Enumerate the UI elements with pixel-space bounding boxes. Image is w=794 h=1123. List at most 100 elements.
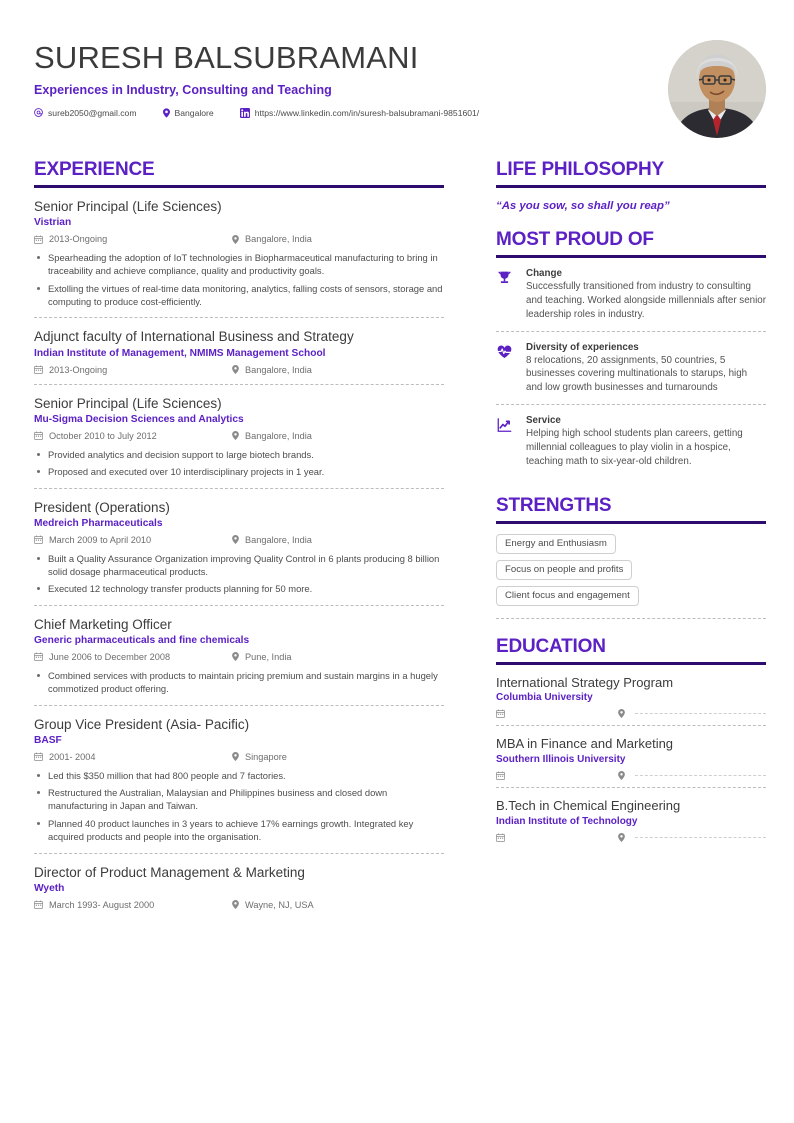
location-pin-icon	[232, 535, 239, 545]
experience-location-text: Bangalore, India	[245, 364, 312, 375]
strengths-list: Energy and Enthusiasm Focus on people an…	[496, 524, 766, 619]
experience-org: Medreich Pharmaceuticals	[34, 517, 163, 529]
location-pin-icon	[232, 365, 239, 375]
education-date	[496, 709, 618, 719]
calendar-icon	[496, 771, 505, 780]
contact-linkedin[interactable]: https://www.linkedin.com/in/suresh-balsu…	[239, 107, 479, 118]
calendar-icon	[34, 900, 43, 910]
education-meta	[496, 709, 766, 719]
proud-text: 8 relocations, 20 assignments, 50 countr…	[526, 354, 748, 394]
experience-location: Bangalore, India	[232, 431, 312, 441]
experience-location: Bangalore, India	[232, 535, 312, 545]
life-philosophy-quote: “As you sow, so shall you reap”	[496, 199, 670, 212]
experience-entry: Director of Product Management & Marketi…	[34, 852, 444, 919]
linkedin-icon	[239, 107, 250, 118]
strength-chip: Client focus and engagement	[496, 585, 639, 606]
location-pin-icon	[232, 900, 239, 910]
experience-meta: 2001- 2004 Singapore	[34, 752, 444, 762]
location-pin-icon	[618, 770, 625, 780]
education-location	[618, 832, 766, 842]
header-tagline: Experiences in Industry, Consulting and …	[34, 82, 332, 97]
education-location	[618, 709, 766, 719]
section-rule	[496, 661, 766, 665]
experience-entry: Chief Marketing Officer Generic pharmace…	[34, 604, 444, 705]
section-title-life-philosophy: LIFE PHILOSOPHY	[496, 159, 665, 180]
contact-email[interactable]: sureb2050@gmail.com	[34, 108, 137, 118]
experience-org: Generic pharmaceuticals and fine chemica…	[34, 634, 250, 646]
list-item: Restructured the Australian, Malaysian a…	[34, 786, 444, 813]
experience-location: Pune, India	[232, 652, 292, 662]
trophy-icon	[496, 268, 526, 322]
education-school: Indian Institute of Technology	[496, 815, 638, 827]
education-degree: International Strategy Program	[496, 674, 674, 690]
experience-location-text: Bangalore, India	[245, 430, 312, 441]
education-date	[496, 832, 618, 842]
proud-item: Change Successfully transitioned from in…	[496, 258, 766, 331]
proud-heading: Service	[526, 415, 561, 427]
section-most-proud-of: MOST PROUD OF Change Successfully transi…	[496, 229, 766, 478]
location-pin-icon	[232, 431, 239, 441]
experience-date: March 1993- August 2000	[34, 900, 232, 910]
experience-meta: 2013-Ongoing Bangalore, India	[34, 365, 444, 375]
list-item: Led this $350 million that had 800 peopl…	[34, 769, 444, 782]
experience-location-text: Pune, India	[245, 651, 292, 662]
experience-location-text: Bangalore, India	[245, 234, 312, 245]
education-entry: International Strategy Program Columbia …	[496, 665, 766, 726]
proud-body: Service Helping high school students pla…	[526, 415, 766, 469]
section-education: EDUCATION International Strategy Program…	[496, 636, 766, 849]
experience-entry: President (Operations) Medreich Pharmace…	[34, 487, 444, 605]
proud-item: Diversity of experiences 8 relocations, …	[496, 330, 766, 405]
contact-email-text: sureb2050@gmail.com	[48, 107, 137, 118]
list-item: Provided analytics and decision support …	[34, 448, 444, 461]
avatar	[668, 40, 766, 138]
proud-heading: Diversity of experiences	[526, 341, 639, 353]
experience-bullets: Provided analytics and decision support …	[34, 448, 444, 479]
strength-chip: Focus on people and profits	[496, 559, 633, 580]
location-pin-icon	[618, 709, 625, 719]
experience-location-text: Singapore	[245, 751, 287, 762]
experience-entry: Senior Principal (Life Sciences) Mu-Sigm…	[34, 383, 444, 488]
resume-header: SURESH BALSUBRAMANI Experiences in Indus…	[34, 40, 766, 148]
calendar-icon	[34, 535, 43, 545]
experience-date: June 2006 to December 2008	[34, 652, 232, 662]
experience-entry: Senior Principal (Life Sciences) Vistria…	[34, 188, 444, 318]
heart-pulse-icon	[496, 342, 526, 396]
list-item: Executed 12 technology transfer products…	[34, 582, 444, 595]
list-item: Spearheading the adoption of IoT technol…	[34, 251, 444, 278]
profile-photo-image	[668, 40, 766, 138]
contact-row: sureb2050@gmail.com Bangalore https://ww…	[34, 107, 766, 118]
experience-org: Wyeth	[34, 882, 65, 894]
location-pin-icon	[232, 234, 239, 244]
experience-role: Director of Product Management & Marketi…	[34, 864, 305, 880]
education-school: Columbia University	[496, 692, 593, 704]
section-experience: EXPERIENCE Senior Principal (Life Scienc…	[34, 159, 444, 919]
experience-location: Wayne, NJ, USA	[232, 900, 314, 910]
list-item: Combined services with products to maint…	[34, 669, 444, 696]
section-rule	[34, 184, 444, 188]
experience-date-text: March 2009 to April 2010	[49, 534, 152, 545]
experience-org: Indian Institute of Management, NMIMS Ma…	[34, 347, 326, 359]
experience-role: Senior Principal (Life Sciences)	[34, 198, 222, 214]
proud-item: Service Helping high school students pla…	[496, 404, 766, 478]
divider	[635, 836, 766, 838]
experience-location-text: Bangalore, India	[245, 534, 312, 545]
experience-date-text: 2013-Ongoing	[49, 364, 108, 375]
calendar-icon	[496, 832, 505, 842]
calendar-icon	[496, 709, 505, 719]
experience-bullets: Built a Quality Assurance Organization i…	[34, 552, 444, 596]
experience-bullets: Spearheading the adoption of IoT technol…	[34, 251, 444, 308]
section-rule	[496, 254, 766, 258]
contact-location: Bangalore	[162, 108, 214, 118]
experience-role: President (Operations)	[34, 499, 170, 515]
experience-bullets: Led this $350 million that had 800 peopl…	[34, 769, 444, 844]
resume-body: EXPERIENCE Senior Principal (Life Scienc…	[34, 159, 766, 925]
proud-body: Diversity of experiences 8 relocations, …	[526, 342, 766, 396]
location-pin-icon	[232, 752, 239, 762]
right-column: LIFE PHILOSOPHY “As you sow, so shall yo…	[466, 159, 766, 925]
location-pin-icon	[232, 652, 239, 662]
experience-meta: March 1993- August 2000 Wayne, NJ, USA	[34, 900, 444, 910]
education-meta	[496, 832, 766, 842]
experience-location: Bangalore, India	[232, 234, 312, 244]
experience-date: October 2010 to July 2012	[34, 431, 232, 441]
